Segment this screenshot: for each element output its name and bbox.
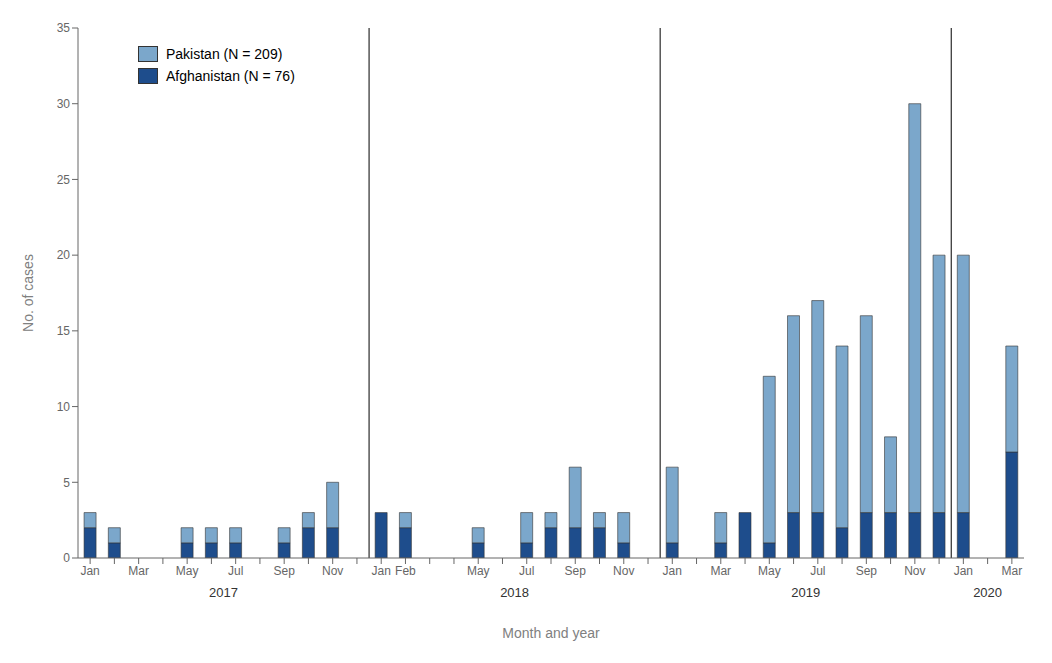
svg-text:35: 35: [57, 21, 71, 35]
svg-text:No. of cases: No. of cases: [20, 254, 36, 332]
svg-text:2020: 2020: [973, 585, 1002, 600]
svg-text:Nov: Nov: [613, 564, 634, 578]
svg-text:5: 5: [63, 476, 70, 490]
svg-text:2018: 2018: [500, 585, 529, 600]
svg-text:0: 0: [63, 551, 70, 565]
svg-text:Month and year: Month and year: [502, 625, 600, 641]
svg-text:2019: 2019: [791, 585, 820, 600]
svg-text:Jul: Jul: [228, 564, 243, 578]
svg-text:May: May: [176, 564, 199, 578]
svg-text:Mar: Mar: [710, 564, 731, 578]
html-text:Afghanistan (N = 76): Afghanistan (N = 76): [166, 68, 295, 84]
svg-text:2017: 2017: [209, 585, 238, 600]
svg-text:Jan: Jan: [372, 564, 391, 578]
svg-text:Jan: Jan: [663, 564, 682, 578]
svg-text:15: 15: [57, 324, 71, 338]
svg-text:25: 25: [57, 173, 71, 187]
svg-text:20: 20: [57, 248, 71, 262]
svg-text:30: 30: [57, 97, 71, 111]
svg-text:Sep: Sep: [273, 564, 295, 578]
svg-text:Mar: Mar: [128, 564, 149, 578]
svg-text:10: 10: [57, 400, 71, 414]
svg-text:Jan: Jan: [954, 564, 973, 578]
html-text:Pakistan (N = 209): Pakistan (N = 209): [166, 46, 283, 62]
svg-text:Jul: Jul: [519, 564, 534, 578]
svg-text:May: May: [758, 564, 781, 578]
svg-text:Sep: Sep: [565, 564, 587, 578]
svg-text:Nov: Nov: [904, 564, 925, 578]
svg-text:Sep: Sep: [856, 564, 878, 578]
svg-text:Mar: Mar: [1002, 564, 1023, 578]
svg-text:Nov: Nov: [322, 564, 343, 578]
svg-text:Jan: Jan: [80, 564, 99, 578]
svg-text:Jul: Jul: [810, 564, 825, 578]
svg-text:May: May: [467, 564, 490, 578]
svg-text:Feb: Feb: [395, 564, 416, 578]
